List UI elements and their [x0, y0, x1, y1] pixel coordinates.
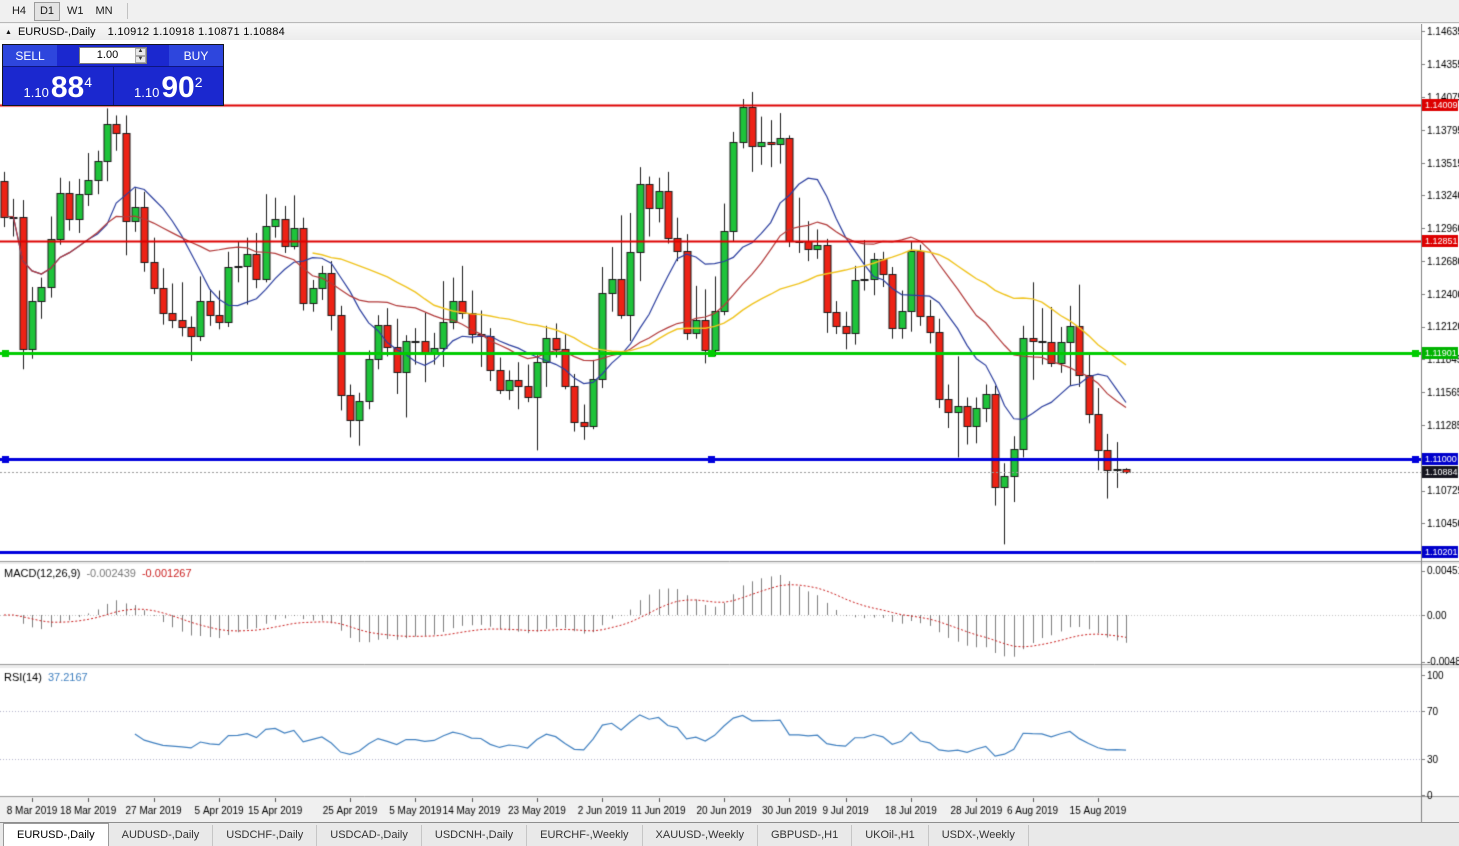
- chart-tab-ukoil[interactable]: UKOil-,H1: [852, 825, 929, 846]
- one-click-trading-panel: SELL 1.00 ▲ ▼ BUY 1.10 88 4 1.10 90 2: [2, 44, 224, 106]
- period-button-h4[interactable]: H4: [6, 2, 32, 21]
- sell-button[interactable]: SELL: [3, 45, 57, 66]
- chart-tab-eurusd[interactable]: EURUSD-,Daily: [3, 823, 109, 846]
- toolbar-separator: [126, 3, 128, 19]
- buy-price-big-digits: 90: [161, 71, 195, 104]
- period-button-mn[interactable]: MN: [91, 2, 118, 21]
- buy-price-pipette: 2: [194, 74, 203, 90]
- chart-tab-audusd[interactable]: AUDUSD-,Daily: [109, 825, 214, 846]
- buy-button[interactable]: BUY: [169, 45, 223, 66]
- trade-panel-toggle-icon[interactable]: ▲: [5, 28, 12, 36]
- chart-tab-bar: EURUSD-,Daily AUDUSD-,Daily USDCHF-,Dail…: [0, 822, 1459, 846]
- volume-value: 1.00: [96, 49, 119, 61]
- chart-tab-usdcad[interactable]: USDCAD-,Daily: [317, 825, 422, 846]
- sell-price-pipette: 4: [84, 74, 92, 90]
- trade-panel-price-row: 1.10 88 4 1.10 90 2: [3, 66, 223, 105]
- volume-input[interactable]: 1.00 ▲ ▼: [79, 47, 147, 64]
- chart-tab-xauusd[interactable]: XAUUSD-,Weekly: [643, 825, 758, 846]
- volume-up-button[interactable]: ▲: [135, 48, 146, 56]
- sell-price-button[interactable]: 1.10 88 4: [3, 67, 113, 105]
- period-button-w1[interactable]: W1: [62, 2, 89, 21]
- sell-price-prefix: 1.10: [23, 85, 49, 100]
- chart-tab-usdcnh[interactable]: USDCNH-,Daily: [422, 825, 528, 846]
- price-divider: [112, 67, 114, 105]
- trade-panel-top-row: SELL 1.00 ▲ ▼ BUY: [3, 45, 223, 66]
- chart-tab-gbpusd[interactable]: GBPUSD-,H1: [758, 825, 853, 846]
- sell-price-big-digits: 88: [50, 71, 85, 104]
- chart-tab-eurchf[interactable]: EURCHF-,Weekly: [527, 825, 643, 846]
- volume-spinner: ▲ ▼: [135, 48, 146, 63]
- chart-ohlc-values: 1.10912 1.10918 1.10871 1.10884: [107, 26, 286, 38]
- volume-area: 1.00 ▲ ▼: [57, 45, 169, 66]
- period-toolbar: H4 D1 W1 MN: [0, 0, 1459, 23]
- chart-tab-usdchf[interactable]: USDCHF-,Daily: [213, 825, 318, 846]
- chart-title-bar: ▲ EURUSD-,Daily 1.10912 1.10918 1.10871 …: [0, 24, 1421, 40]
- period-button-d1[interactable]: D1: [34, 1, 60, 21]
- chart-tab-usdx[interactable]: USDX-,Weekly: [929, 825, 1029, 846]
- chart-canvas[interactable]: [0, 24, 1459, 822]
- chart-title: EURUSD-,Daily: [17, 26, 96, 38]
- volume-down-button[interactable]: ▼: [135, 55, 146, 63]
- buy-price-button[interactable]: 1.10 90 2: [113, 67, 223, 105]
- buy-price-prefix: 1.10: [134, 85, 160, 100]
